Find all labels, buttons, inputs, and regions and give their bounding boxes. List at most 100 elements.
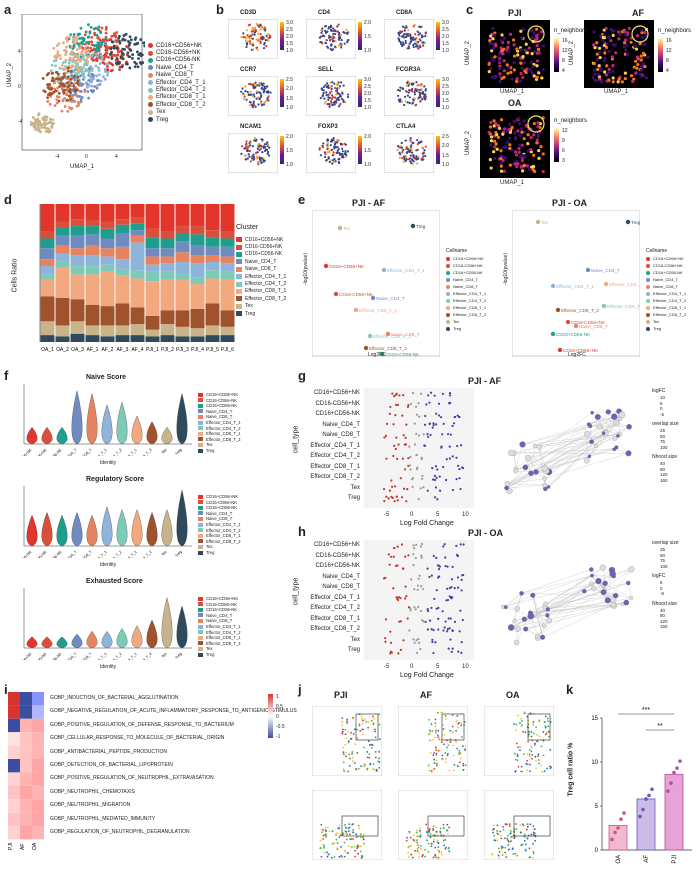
stacked-bar-segment	[160, 271, 175, 280]
violin-category: CD16+CD56+NK	[22, 652, 33, 660]
milo-nhood-point	[409, 468, 412, 471]
umap-cell	[80, 40, 84, 44]
flow-event	[462, 745, 464, 748]
stacked-bar-segment	[220, 204, 235, 232]
legend-label: Naive_CD8_T	[206, 618, 233, 624]
stacked-bar-segment	[205, 325, 220, 336]
legend-swatch	[198, 630, 203, 635]
density-cell	[508, 136, 512, 140]
density-cell	[610, 55, 614, 59]
milo-graph-node	[596, 423, 603, 430]
violin-shape	[71, 390, 83, 445]
flow-event	[530, 746, 533, 748]
milo-xtick: 10	[462, 664, 469, 670]
flow-event	[341, 728, 344, 731]
stacked-bar-segment	[70, 274, 85, 300]
umap-cell	[90, 72, 94, 76]
feature-cell	[245, 149, 249, 152]
density-xlabel: UMAP_1	[500, 180, 525, 186]
heatmap-cell	[8, 759, 20, 773]
flow-event	[516, 753, 519, 756]
flow-event	[338, 824, 341, 827]
density-cell	[609, 27, 613, 32]
feature-cell	[401, 35, 404, 38]
stacked-bar-category: PJI_3	[176, 347, 189, 353]
density-cell	[638, 42, 642, 46]
density-cell	[535, 37, 539, 42]
milo-graph-node	[590, 585, 597, 592]
flow-event	[504, 823, 507, 825]
flow-event	[342, 751, 345, 754]
umap-cell	[101, 55, 104, 59]
milo-nhood-point	[409, 609, 412, 612]
legend-swatch	[446, 305, 450, 310]
density-cell	[599, 80, 604, 84]
umap-cell	[89, 25, 93, 29]
density-cell	[488, 39, 492, 43]
milo-nhood-point	[405, 500, 408, 503]
flow-event	[448, 769, 451, 772]
feature-frame	[384, 133, 434, 173]
milo-graph-edge	[525, 447, 617, 468]
feature-cell	[247, 153, 250, 156]
feature-cell	[320, 87, 323, 90]
density-cell	[510, 77, 514, 81]
density-cell	[624, 48, 628, 52]
flow-event	[520, 765, 523, 768]
feature-cell	[248, 100, 252, 104]
density-cell	[487, 62, 491, 66]
milo-nhood-point	[387, 553, 391, 556]
stacked-bar-segment	[130, 278, 145, 308]
feature-cell	[404, 147, 407, 150]
umap-cell	[85, 63, 89, 67]
flow-event	[428, 827, 431, 830]
feature-cell	[409, 147, 413, 150]
density-cell	[536, 135, 540, 139]
stacked-bar-segment	[40, 266, 55, 275]
stacked-bar-segment	[85, 266, 100, 275]
feature-cell	[324, 42, 328, 45]
legend-item: Effector_CD4_T_1	[646, 291, 686, 296]
density-cell	[522, 164, 526, 168]
flow-event	[535, 767, 537, 770]
flow-event	[370, 743, 373, 746]
flow-event	[366, 751, 369, 753]
flow-event	[405, 839, 408, 842]
feature-scale-tick: 1.0	[364, 162, 371, 168]
flow-event	[517, 765, 520, 768]
umap-cell	[83, 75, 86, 79]
flow-event	[441, 758, 444, 761]
flow-event	[374, 736, 377, 739]
feature-cell	[256, 48, 259, 51]
treg-sample-point	[619, 817, 623, 821]
flow-event	[456, 747, 459, 750]
violin-shape	[161, 509, 173, 547]
feature-frame	[228, 133, 278, 173]
feature-cell	[242, 32, 245, 35]
flow-event	[362, 842, 365, 845]
feature-cell	[254, 26, 257, 29]
legend-label: Effector_CD4_T_1	[206, 624, 241, 629]
flow-event	[426, 839, 429, 842]
umap-a-xtick: 0	[85, 154, 88, 160]
density-cell	[641, 62, 645, 66]
feature-cell	[330, 101, 333, 104]
density-cell	[605, 79, 609, 83]
umap-cell	[66, 81, 70, 84]
flow-event	[337, 827, 340, 830]
milo-nhood-point	[420, 392, 423, 395]
milo-beeswarm-bg	[364, 540, 474, 660]
density-cell	[505, 140, 509, 144]
stacked-bar-segment	[40, 204, 55, 232]
legend-label: Effector_CD4_T_1	[653, 291, 687, 296]
umap-cell	[73, 35, 77, 39]
feature-cell	[266, 141, 269, 144]
feature-cell	[328, 96, 331, 100]
umap-cell	[118, 41, 122, 45]
panel-label-d: d	[4, 192, 12, 207]
milo-nhood-point	[451, 455, 454, 458]
legend-label: CD16+CD56-NK	[453, 270, 483, 275]
flow-event	[521, 843, 524, 846]
volcano-point-label: Effector_CD8_T_2	[369, 346, 407, 351]
legend-item: Effector_CD8_T_1	[198, 431, 241, 436]
